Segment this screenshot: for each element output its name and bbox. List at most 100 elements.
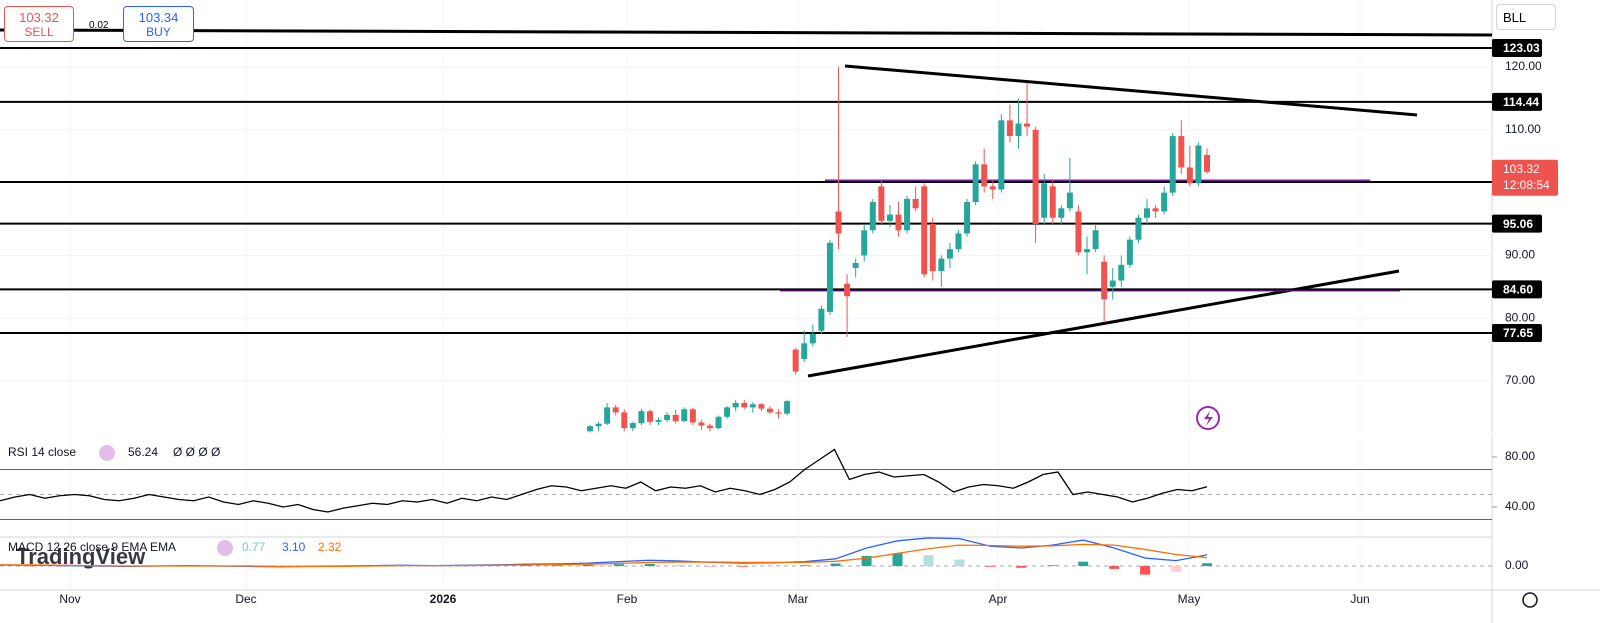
candle-body (629, 423, 636, 429)
candle-body (715, 416, 722, 429)
sell-label: SELL (24, 25, 54, 39)
level-label: 123.03 (1503, 41, 1540, 55)
level-tag (1492, 323, 1542, 342)
candle-body (998, 120, 1005, 190)
macd-hist-bar (1140, 566, 1151, 575)
signal-line (0, 543, 1208, 568)
macd-hist-bar (521, 565, 532, 567)
macd-hist-bar (737, 566, 748, 567)
macd-hist-bar (583, 564, 594, 567)
candle-body (724, 407, 731, 417)
trend-line (0, 28, 1493, 37)
symbol[interactable]: BLL (1496, 4, 1556, 30)
buy-price: 103.34 (138, 10, 179, 25)
candle-body (1161, 192, 1168, 212)
buy-button[interactable]: 103.34 BUY (123, 6, 194, 42)
x-tick-label: 2026 (430, 592, 457, 606)
macd-tick-label: 0.00 (1505, 558, 1529, 572)
candle-body (1084, 249, 1091, 253)
level-label: 114.44 (1503, 95, 1539, 109)
candle-body (672, 414, 679, 422)
macd-hist-bar (923, 555, 934, 567)
x-tick-label: Dec (235, 592, 256, 606)
candle-body (1144, 208, 1151, 218)
last-price-tag (1492, 159, 1558, 196)
x-tick-label: Apr (989, 592, 1008, 606)
level-tag (1492, 38, 1542, 57)
candle-body (741, 402, 748, 408)
candle-body (1126, 239, 1133, 265)
candle-body (852, 262, 859, 268)
candle-body (646, 411, 653, 422)
rsi-settings[interactable] (99, 445, 115, 461)
candle-body (664, 414, 671, 420)
candle-body (1006, 120, 1013, 137)
candle-body (844, 283, 851, 297)
candle-body (809, 333, 816, 344)
candle-body (955, 233, 962, 250)
candle-body (1101, 261, 1108, 300)
candle-body (1032, 129, 1039, 225)
candle-body (1152, 208, 1159, 212)
candle-body (655, 419, 662, 422)
candle-body (964, 202, 971, 234)
candle-body (1118, 264, 1125, 281)
macd-hist-bar (644, 563, 655, 567)
rsi-line (0, 448, 1208, 513)
candle-body (981, 164, 988, 187)
macd-hist-bar (1047, 565, 1058, 567)
macd-hist-bar (675, 564, 686, 567)
candle-body (595, 423, 602, 427)
candle-body (1195, 145, 1202, 184)
candle-body (861, 230, 868, 256)
macd-hist-bar (892, 553, 903, 567)
x-tick-label: Nov (59, 592, 80, 606)
trend-line (844, 64, 1418, 117)
macd-settings[interactable] (217, 540, 233, 556)
y-tick-label: 80.00 (1505, 310, 1535, 324)
candle-body (1075, 211, 1082, 253)
candle-body (1135, 217, 1142, 240)
candle-body (912, 198, 919, 209)
x-tick-label: Jun (1350, 592, 1369, 606)
settings-icon[interactable] (1522, 592, 1538, 608)
macd-signal-value: 2.32 (318, 540, 342, 554)
candle-body (1066, 192, 1073, 209)
macd-hist-bar (1109, 566, 1120, 569)
candle-body (938, 258, 945, 272)
candle-body (1169, 136, 1176, 193)
candle-body (732, 402, 739, 408)
candle-body (758, 404, 765, 409)
candle-body (904, 198, 911, 231)
spread: 0.02 (89, 20, 109, 31)
buy-label: BUY (146, 25, 171, 39)
candle-body (869, 202, 876, 231)
candle-body (826, 242, 833, 312)
sell-button[interactable]: 103.32 SELL (4, 6, 74, 42)
candle-body (681, 409, 688, 422)
candle-body (587, 426, 593, 432)
candle-body (921, 186, 928, 275)
alert-icon[interactable] (1196, 406, 1220, 430)
candle-body (1204, 154, 1210, 172)
rsi-tick-label: 40.00 (1505, 499, 1535, 513)
candle-body (972, 164, 979, 203)
macd-value: 3.10 (282, 540, 306, 554)
macd-line (0, 537, 1208, 568)
candle-body (1015, 123, 1022, 137)
level-tag (1492, 280, 1542, 299)
x-tick-label: Feb (617, 592, 638, 606)
y-tick-label: 120.00 (1505, 59, 1542, 73)
candle-body (621, 412, 628, 429)
candle-body (878, 186, 885, 221)
last-price: 103.32 (1503, 162, 1540, 176)
macd-hist-bar (954, 559, 965, 567)
macd-label: MACD 12 26 close 9 EMA EMA (8, 540, 176, 554)
level-label: 84.60 (1503, 282, 1533, 296)
level-label: 95.06 (1503, 217, 1533, 231)
candle-body (1024, 123, 1031, 127)
macd-hist-bar (1016, 566, 1027, 568)
macd-hist-bar (613, 564, 624, 567)
